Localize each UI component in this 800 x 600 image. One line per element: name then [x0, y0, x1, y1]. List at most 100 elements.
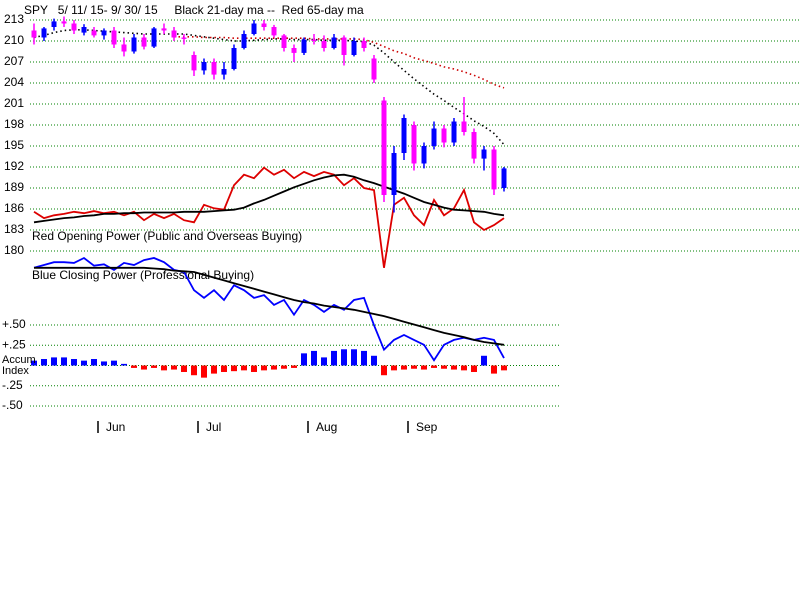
- candle-body: [461, 121, 467, 132]
- y-tick-label: 207: [4, 54, 24, 68]
- candle-body: [321, 41, 327, 48]
- accum-bar: [431, 365, 437, 368]
- candle-body: [411, 125, 417, 164]
- candle-body: [431, 128, 437, 146]
- candle-body: [231, 48, 237, 69]
- accum-bar: [461, 365, 467, 371]
- accum-bar: [71, 359, 77, 366]
- candle-body: [251, 23, 257, 34]
- candle-body: [201, 62, 207, 71]
- accum-bar: [51, 357, 57, 366]
- accum-bar: [501, 365, 507, 371]
- accum-bar: [141, 365, 147, 370]
- accum-bar: [471, 365, 477, 372]
- candle-body: [101, 30, 107, 36]
- candle-body: [451, 121, 457, 143]
- accum-bar: [151, 365, 157, 368]
- line: [33, 256, 505, 362]
- x-tick-label: Sep: [416, 420, 438, 434]
- accum-bar: [81, 360, 87, 366]
- accum-bar: [211, 365, 217, 374]
- candle-body: [151, 28, 157, 47]
- candle-body: [391, 153, 397, 195]
- candle-body: [331, 37, 337, 48]
- candle-body: [491, 149, 497, 190]
- accum-bar: [331, 350, 337, 366]
- y-tick-label: 201: [4, 96, 24, 110]
- accum-bar: [421, 365, 427, 370]
- candle-body: [261, 23, 267, 27]
- annotation: Red Opening Power (Public and Overseas B…: [32, 229, 302, 243]
- accum-bar: [241, 365, 247, 371]
- candle-body: [291, 48, 297, 53]
- candle-body: [141, 37, 147, 47]
- accum-bar: [61, 357, 67, 366]
- candle-body: [281, 35, 287, 48]
- candle-body: [71, 23, 77, 31]
- y-tick-label: 192: [4, 159, 24, 173]
- accum-bar: [291, 365, 297, 368]
- candle-body: [381, 100, 387, 195]
- accum-bar: [321, 357, 327, 366]
- accum-bar: [351, 349, 357, 366]
- candle-body: [211, 62, 217, 75]
- accum-bar: [161, 365, 167, 371]
- candle-body: [171, 30, 177, 38]
- accum-bar: [121, 363, 127, 366]
- accum-bar: [401, 365, 407, 370]
- y-tick-label: 210: [4, 33, 24, 47]
- line: [33, 166, 505, 268]
- x-tick-label: Jul: [206, 420, 221, 434]
- candle-body: [41, 28, 47, 38]
- candle-body: [401, 118, 407, 153]
- accum-bar: [391, 365, 397, 371]
- candle-body: [181, 37, 187, 39]
- y-tick-label: 189: [4, 180, 24, 194]
- accum-bar: [181, 365, 187, 372]
- accum-bar: [231, 365, 237, 372]
- line: [34, 266, 505, 346]
- accum-bar: [261, 365, 267, 371]
- accum-bar: [311, 350, 317, 366]
- y2-tick-label: -.25: [2, 378, 23, 392]
- candle-body: [61, 21, 67, 24]
- accum-bar: [91, 359, 97, 366]
- accum-bar: [451, 365, 457, 370]
- line: [174, 36, 505, 89]
- chart-title: SPY 5/ 11/ 15- 9/ 30/ 15 Black 21-day ma…: [24, 3, 364, 17]
- x-tick-label: Jun: [106, 420, 125, 434]
- y-tick-label: 186: [4, 201, 24, 215]
- candle-body: [221, 69, 227, 75]
- accum-bar: [221, 365, 227, 372]
- candle-body: [371, 58, 377, 80]
- x-tick-label: Aug: [316, 420, 337, 434]
- candle-body: [51, 21, 57, 27]
- candle-body: [341, 37, 347, 55]
- accum-bar: [101, 361, 107, 366]
- accum-bar: [201, 365, 207, 378]
- annotation: Blue Closing Power (Professional Buying): [32, 268, 254, 282]
- candle-body: [131, 37, 137, 52]
- candle-body: [111, 30, 117, 45]
- accum-bar: [191, 365, 197, 376]
- candle-body: [441, 128, 447, 143]
- accum-bar: [341, 349, 347, 366]
- accum-bar: [371, 355, 377, 366]
- y-tick-label: 195: [4, 138, 24, 152]
- candle-body: [191, 55, 197, 71]
- y2-tick-label: -.50: [2, 398, 23, 412]
- candle-body: [501, 168, 507, 188]
- accum-bar: [441, 365, 447, 369]
- y-tick-label: 198: [4, 117, 24, 131]
- accum-bar: [381, 365, 387, 376]
- y-tick-label: 204: [4, 75, 24, 89]
- accum-bar: [361, 350, 367, 366]
- candle-body: [481, 149, 487, 159]
- candle-body: [161, 28, 167, 31]
- accum-bar: [301, 353, 307, 366]
- accum-bar: [131, 365, 137, 368]
- candle-body: [351, 41, 357, 55]
- candle-body: [241, 34, 247, 48]
- candle-body: [91, 30, 97, 36]
